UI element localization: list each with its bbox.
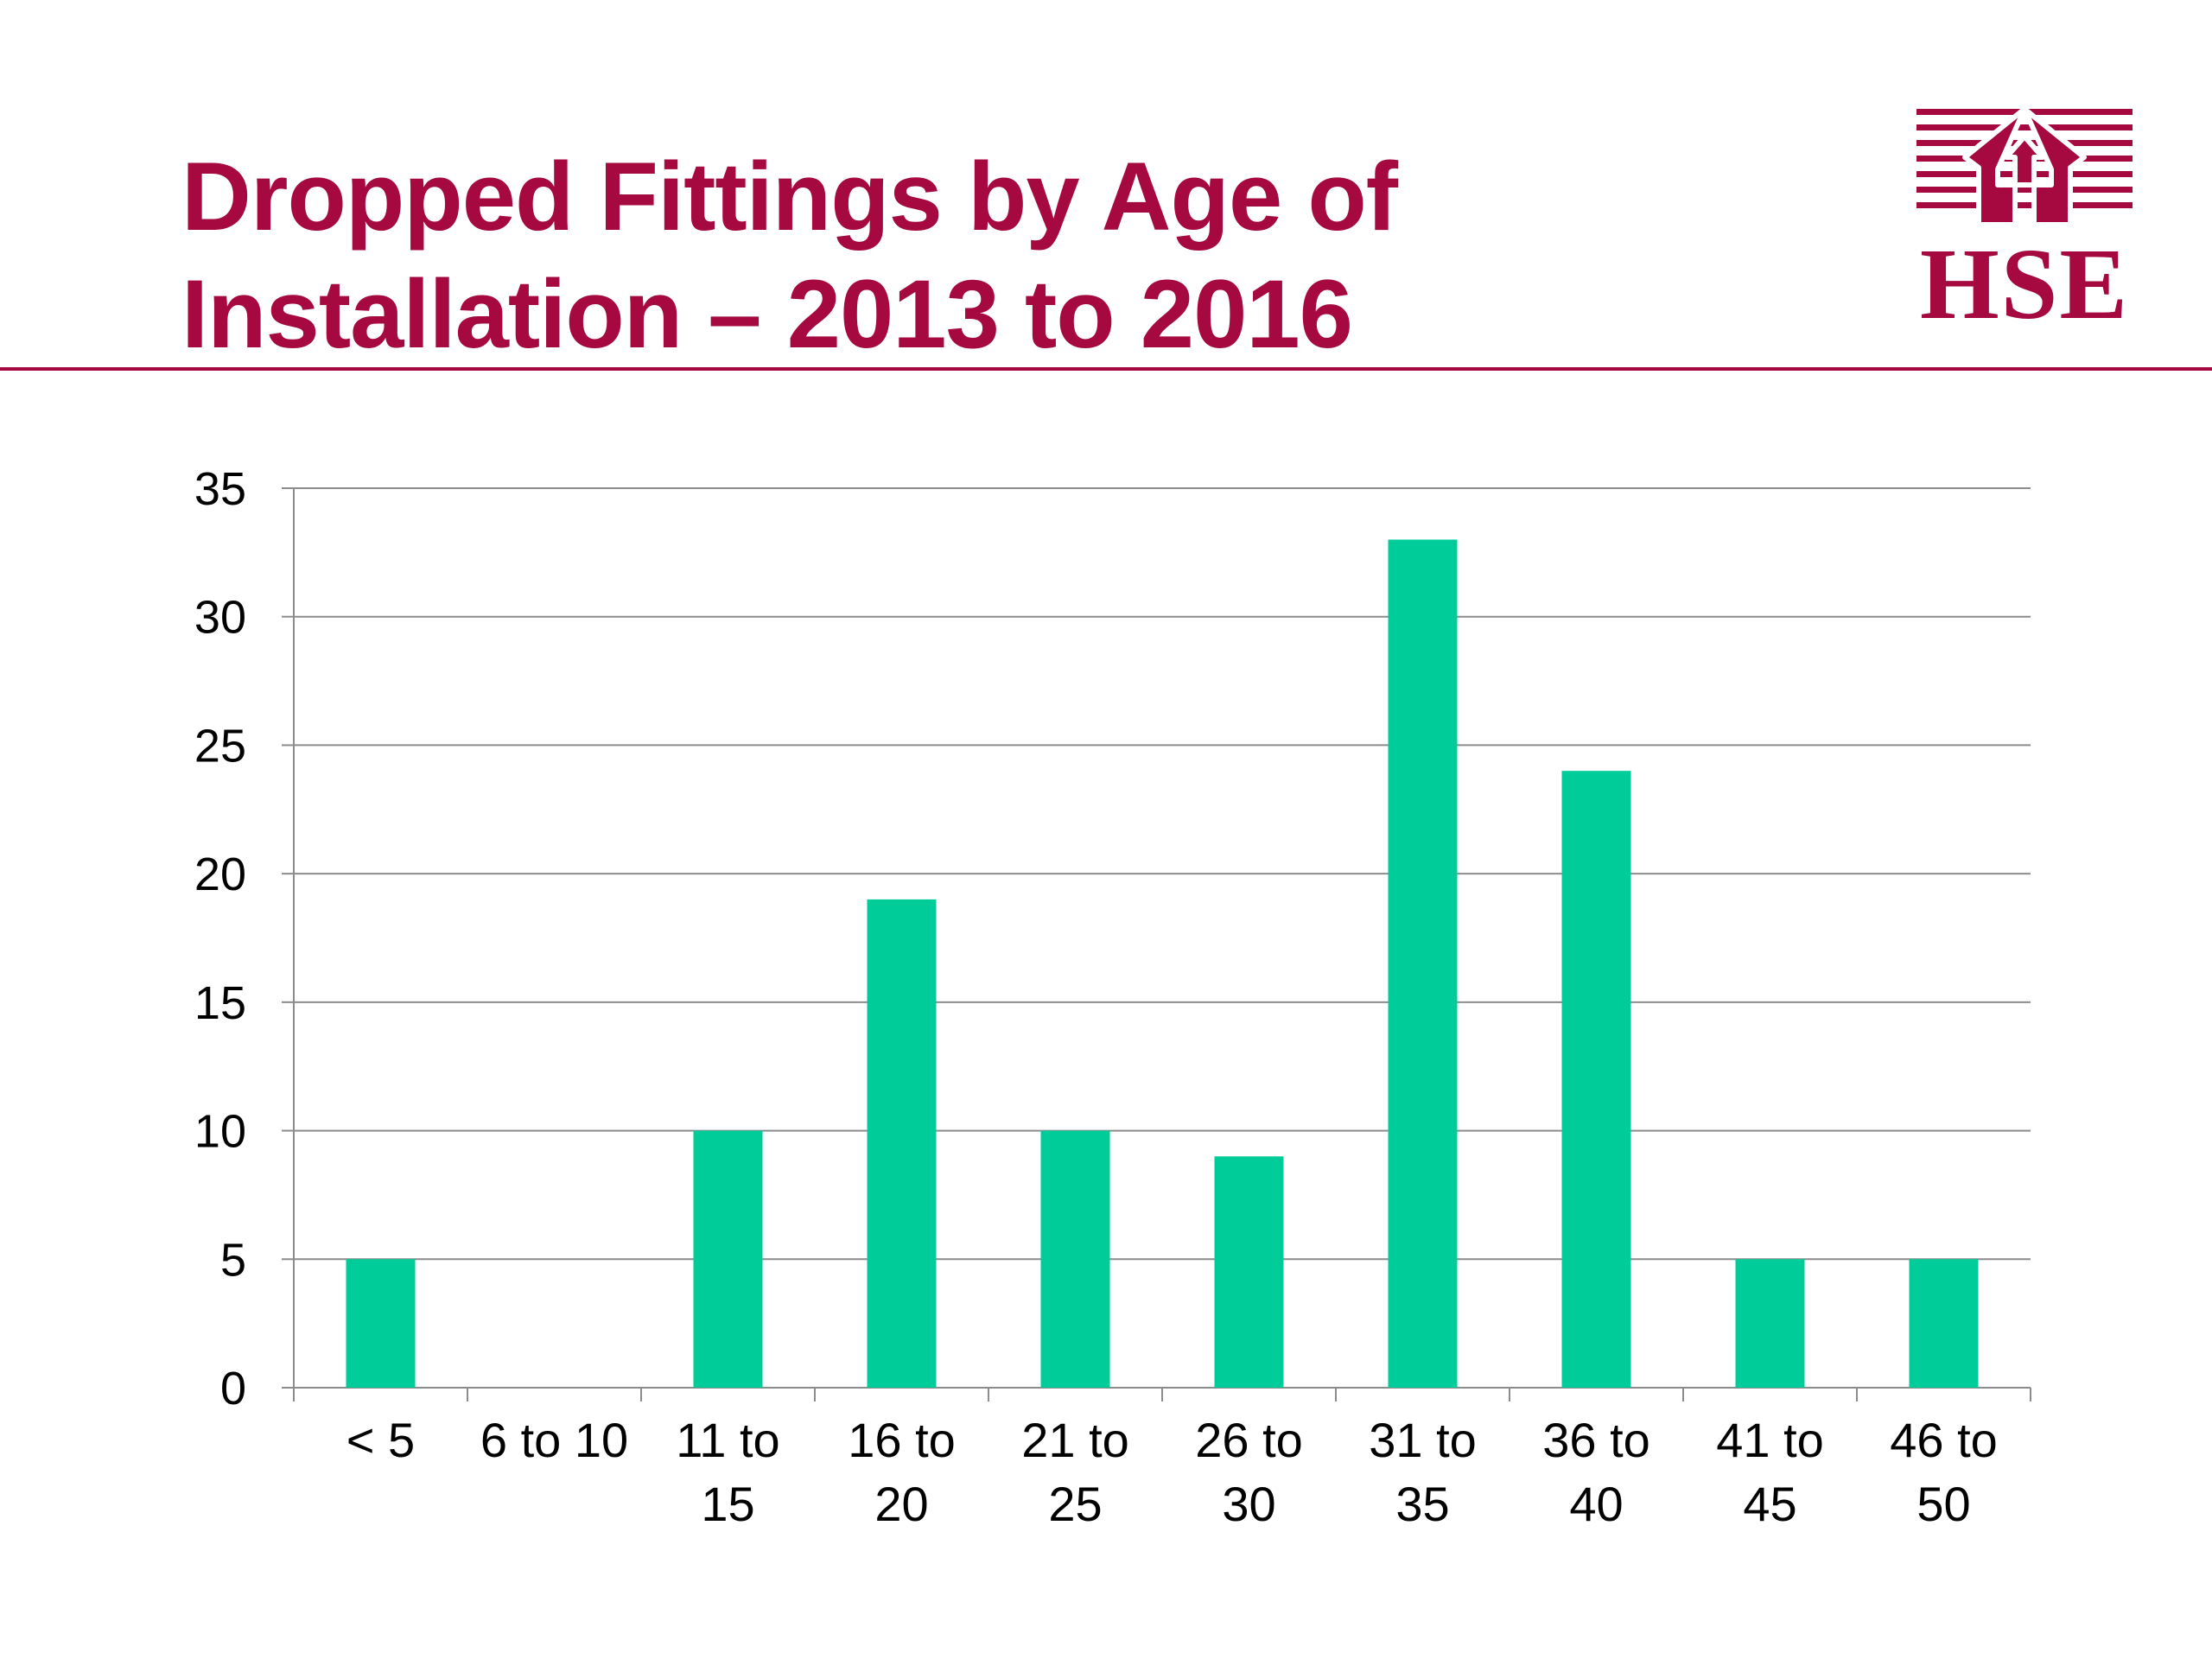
y-tick-label: 30 xyxy=(194,592,246,644)
x-tick-label: 6 to 10 xyxy=(480,1413,628,1467)
bar-0 xyxy=(346,1259,416,1388)
x-tick-label: 36 to 40 xyxy=(1542,1413,1650,1531)
hse-logo: HSE xyxy=(1911,105,2145,335)
hse-house-icon xyxy=(1916,106,2133,227)
x-tick-label: < 5 xyxy=(346,1413,415,1467)
hse-logo-text: HSE xyxy=(1919,227,2130,340)
y-tick-label: 25 xyxy=(194,720,246,772)
bar-9 xyxy=(1909,1259,1979,1388)
title-divider xyxy=(0,367,2212,371)
title-line-2: Installation – 2013 to 2016 xyxy=(181,260,1353,368)
x-tick-label: 46 to 50 xyxy=(1890,1413,1998,1531)
bar-6 xyxy=(1388,539,1458,1388)
y-tick-label: 35 xyxy=(194,463,246,515)
x-tick-label: 21 to 25 xyxy=(1021,1413,1129,1531)
bar-8 xyxy=(1735,1259,1805,1388)
bar-7 xyxy=(1561,771,1631,1388)
y-tick-label: 0 xyxy=(220,1363,246,1414)
x-tick-label: 11 to 15 xyxy=(676,1413,779,1531)
slide-title: Dropped Fittings by Age of Installation … xyxy=(181,138,1650,373)
title-line-1: Dropped Fittings by Age of xyxy=(181,143,1398,251)
bar-4 xyxy=(1040,1130,1110,1388)
y-tick-label: 10 xyxy=(194,1106,246,1158)
x-tick-label: 31 to 35 xyxy=(1369,1413,1477,1531)
bar-5 xyxy=(1214,1156,1284,1388)
x-tick-label: 26 to 30 xyxy=(1195,1413,1303,1531)
x-tick-label: 16 to 20 xyxy=(848,1413,956,1531)
bar-2 xyxy=(693,1130,763,1388)
bar-3 xyxy=(867,899,937,1388)
y-tick-label: 15 xyxy=(194,977,246,1029)
y-tick-label: 5 xyxy=(220,1234,246,1286)
x-tick-label: 41 to 45 xyxy=(1716,1413,1824,1531)
y-tick-label: 20 xyxy=(194,849,246,900)
